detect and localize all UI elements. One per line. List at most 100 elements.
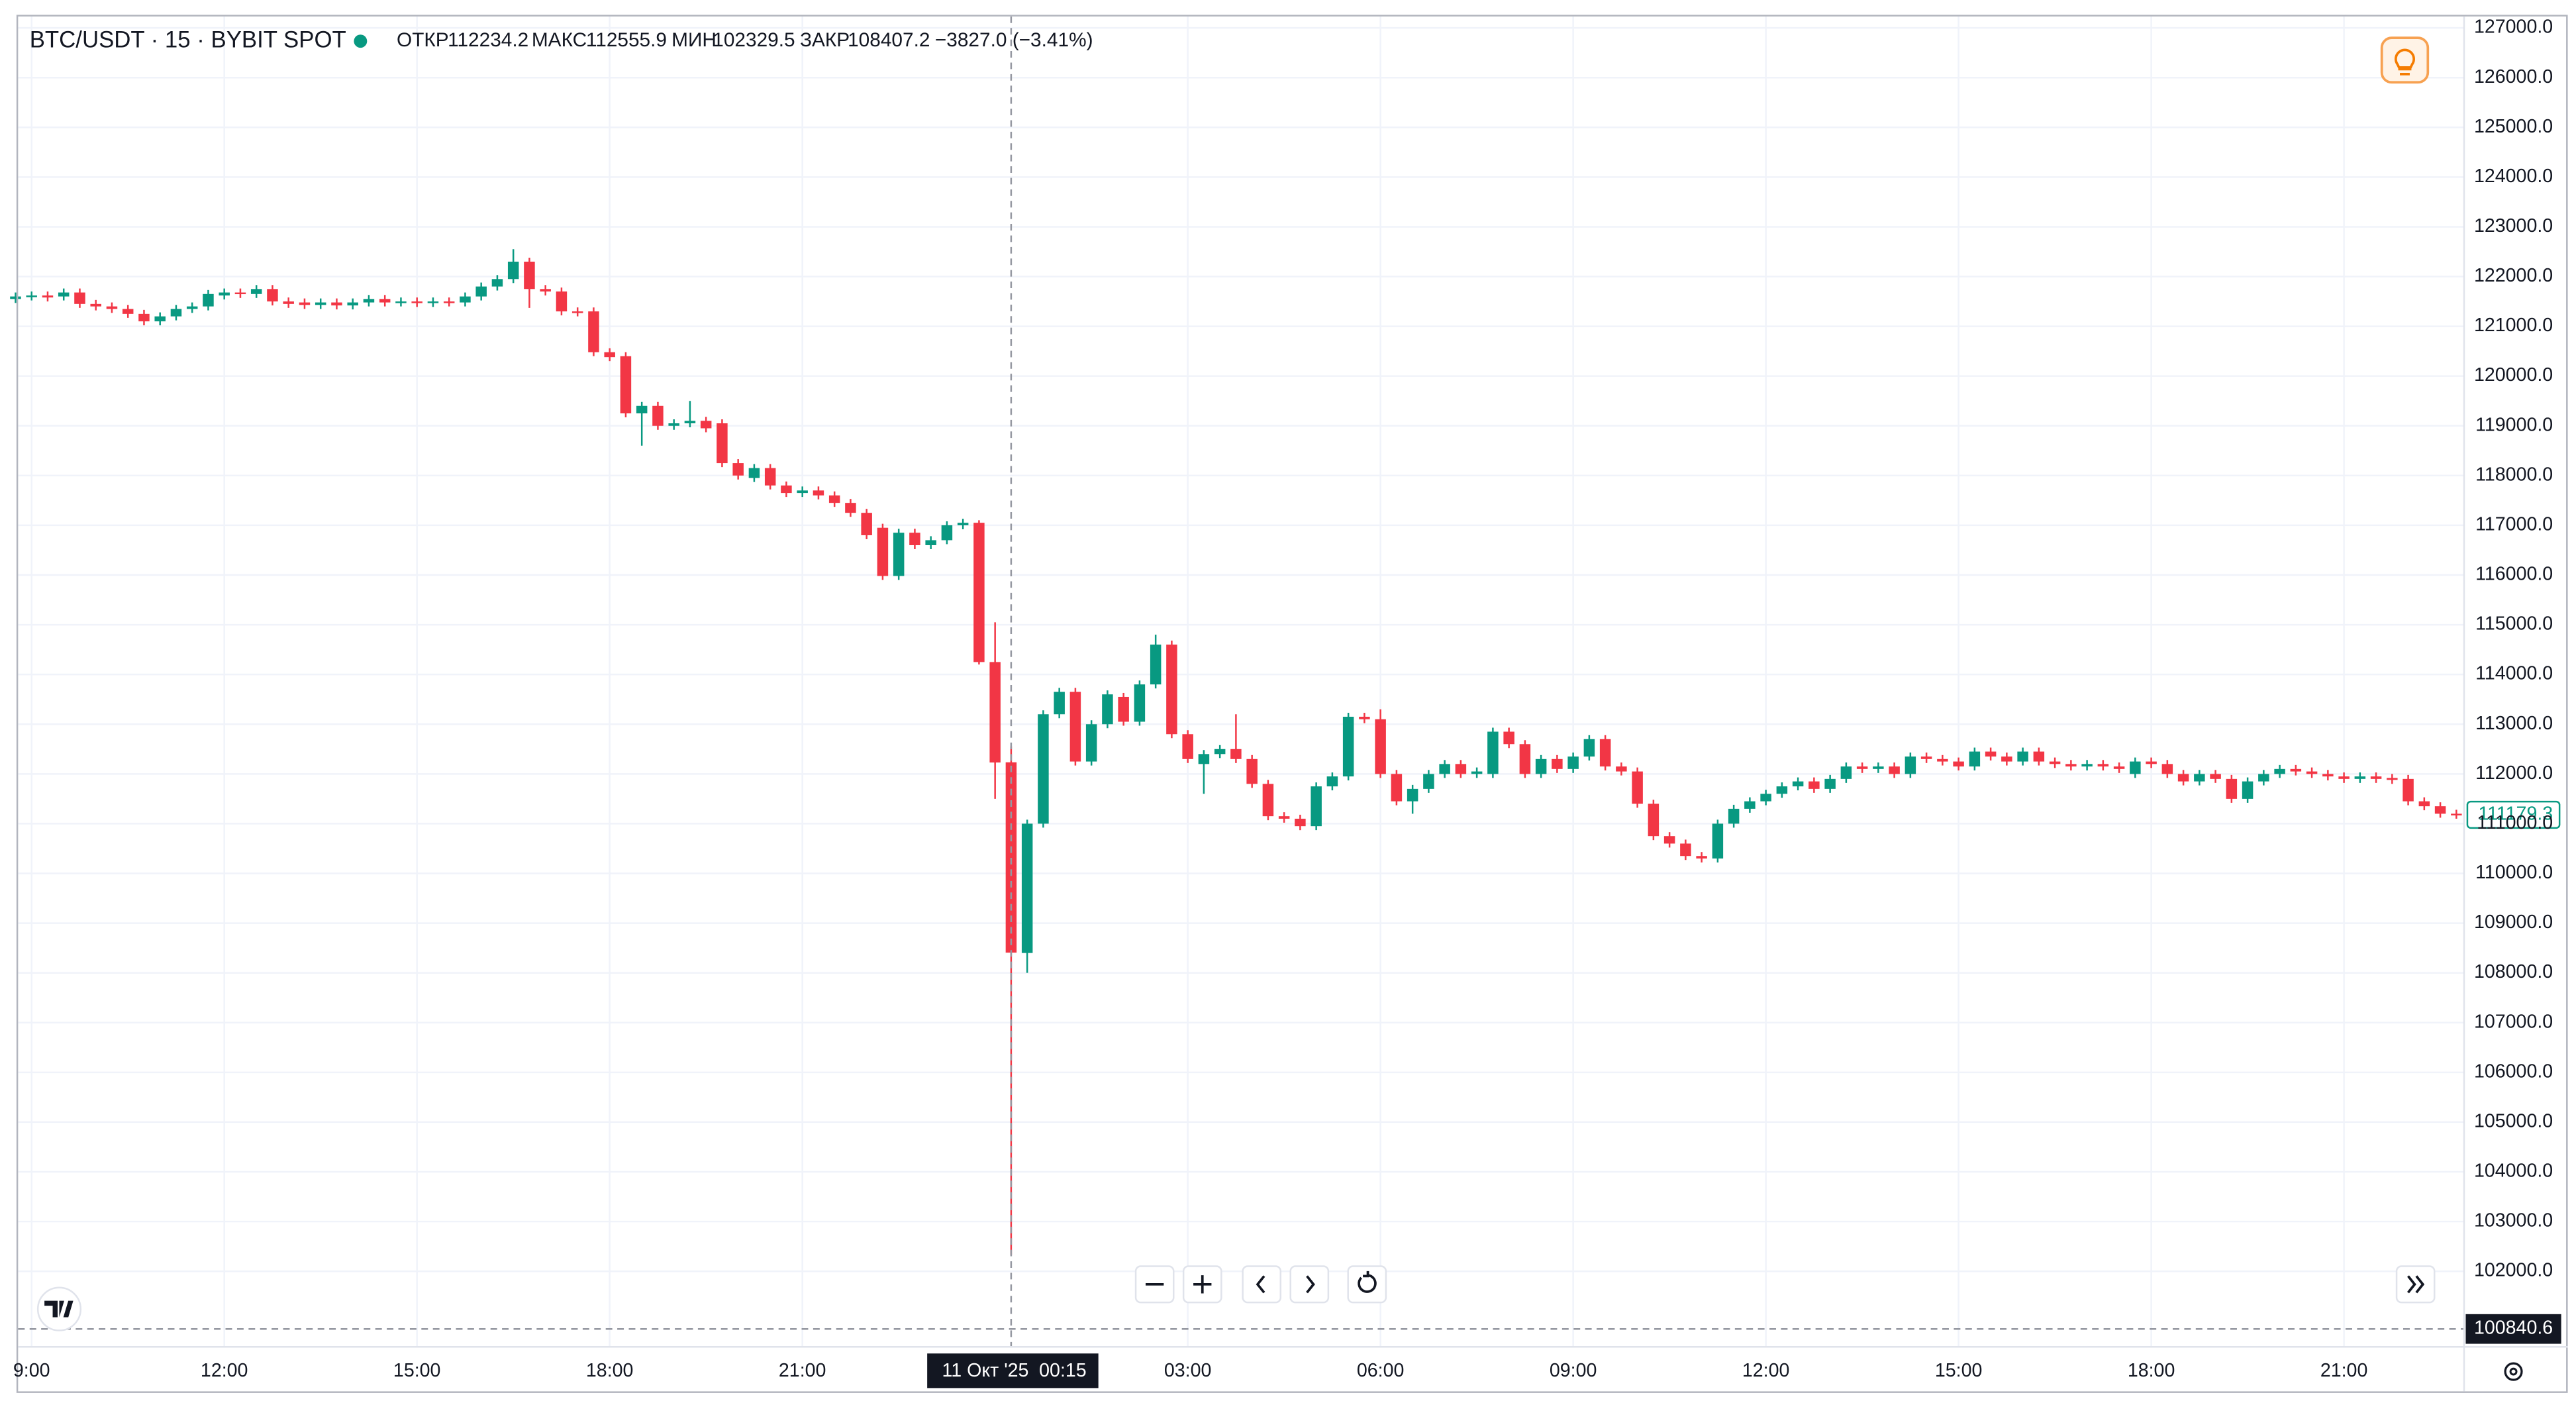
zoom-in-button[interactable] xyxy=(1182,1265,1222,1304)
candle-body xyxy=(2451,813,2462,815)
candle-body xyxy=(138,313,150,322)
candle-body xyxy=(636,405,648,414)
logo[interactable] xyxy=(36,1286,82,1331)
candle-body xyxy=(363,299,375,303)
y-tick-label: 127000.0 xyxy=(2474,17,2553,38)
x-tick-label: 12:00 xyxy=(1742,1360,1790,1381)
candle-body xyxy=(250,289,262,294)
candle-body xyxy=(1407,788,1418,802)
candle-body xyxy=(1905,756,1916,774)
candle-body xyxy=(26,295,37,297)
symbol-title[interactable]: BTC/USDT · 15 · BYBIT SPOT xyxy=(30,27,346,52)
candle-body xyxy=(2258,774,2269,782)
y-tick-label: 107000.0 xyxy=(2474,1011,2553,1032)
candle-body xyxy=(717,423,728,464)
change-value: −3827.0 (−3.41%) xyxy=(935,29,1093,51)
y-tick-label: 124000.0 xyxy=(2474,166,2553,187)
candle-body xyxy=(411,301,422,303)
candle-body xyxy=(42,295,54,298)
scroll-to-end-button[interactable] xyxy=(2395,1265,2436,1304)
zoom-out-button[interactable] xyxy=(1134,1265,1175,1304)
candle-body xyxy=(909,533,920,545)
y-tick-label: 110000.0 xyxy=(2475,862,2553,883)
candle-body xyxy=(1792,781,1804,787)
candle-body xyxy=(1663,836,1675,844)
x-tick-label: 9:00 xyxy=(13,1360,50,1381)
low-label: МИН xyxy=(671,29,717,51)
candle-body xyxy=(347,302,358,306)
candle-body xyxy=(1728,808,1740,824)
candle-body xyxy=(989,662,1001,763)
x-tick-label: 09:00 xyxy=(1550,1360,1597,1381)
crosshair-date-label: 11 Окт '25 xyxy=(942,1360,1029,1381)
candle-body xyxy=(1150,645,1162,685)
scroll-left-button[interactable] xyxy=(1242,1265,1282,1304)
y-tick-label: 103000.0 xyxy=(2474,1210,2553,1231)
candle-body xyxy=(1487,731,1499,774)
candle-body xyxy=(620,356,632,414)
last-price-box xyxy=(2466,800,2561,829)
candle-body xyxy=(1069,692,1081,762)
candle-body xyxy=(1085,724,1097,762)
candle-body xyxy=(1696,856,1707,859)
candle-body xyxy=(764,468,776,486)
candle-body xyxy=(1680,843,1691,857)
crosshair-time-box xyxy=(927,1353,1099,1388)
candle-body xyxy=(2290,768,2302,772)
candle-body xyxy=(1311,786,1322,827)
scroll-right-button[interactable] xyxy=(1289,1265,1330,1304)
y-tick-label: 125000.0 xyxy=(2474,116,2553,137)
candle-body xyxy=(2242,781,2254,799)
candle-body xyxy=(2306,771,2318,774)
candle-body xyxy=(2354,776,2366,779)
y-tick-label: 106000.0 xyxy=(2474,1061,2553,1082)
frame xyxy=(16,15,2568,1393)
candle-body xyxy=(74,292,85,304)
candle-body xyxy=(234,292,246,295)
candle-body xyxy=(2049,761,2061,764)
candle-body xyxy=(1439,764,1450,774)
candle-body xyxy=(1856,766,1868,769)
candle-body xyxy=(203,293,214,307)
x-tick-label: 15:00 xyxy=(393,1360,441,1381)
settings-button[interactable] xyxy=(2504,1362,2523,1381)
candle-body xyxy=(1808,781,1820,789)
candle-body xyxy=(1840,766,1852,779)
y-tick-label: 123000.0 xyxy=(2474,215,2553,236)
candle-body xyxy=(1278,816,1290,819)
candle-body xyxy=(90,303,101,307)
candle-body xyxy=(2370,776,2382,779)
candle-body xyxy=(395,301,407,303)
candle-body xyxy=(1038,714,1049,824)
candle-body xyxy=(2097,764,2109,767)
candle-body xyxy=(170,309,182,317)
candle-body xyxy=(588,311,599,352)
candle-body xyxy=(1166,645,1177,735)
candle-body xyxy=(1295,818,1306,827)
candle-body xyxy=(1230,749,1242,759)
x-tick-label: 03:00 xyxy=(1164,1360,1212,1381)
candle-body xyxy=(2403,778,2414,802)
candle-body xyxy=(1519,744,1531,774)
candle-body xyxy=(2194,774,2205,782)
candle-body xyxy=(2177,774,2189,782)
candle-body xyxy=(475,286,487,297)
open-value: 112234.2 xyxy=(448,29,528,51)
reset-button[interactable] xyxy=(1347,1265,1387,1304)
candle-body xyxy=(1969,751,1981,767)
x-tick-label: 12:00 xyxy=(201,1360,248,1381)
candle-body xyxy=(1005,762,1017,953)
candle-body xyxy=(748,468,760,478)
candle-body xyxy=(315,302,326,305)
candle-body xyxy=(2113,766,2125,769)
candle-body xyxy=(2017,751,2028,762)
close-value: 108407.2 xyxy=(848,29,930,51)
candle-body xyxy=(2434,806,2446,814)
candle-body xyxy=(1391,774,1403,802)
ideas-button[interactable] xyxy=(2380,36,2430,84)
candle-body xyxy=(652,405,664,426)
candle-body xyxy=(379,299,391,303)
candle-body xyxy=(1182,734,1193,759)
y-tick-label: 115000.0 xyxy=(2475,613,2553,635)
